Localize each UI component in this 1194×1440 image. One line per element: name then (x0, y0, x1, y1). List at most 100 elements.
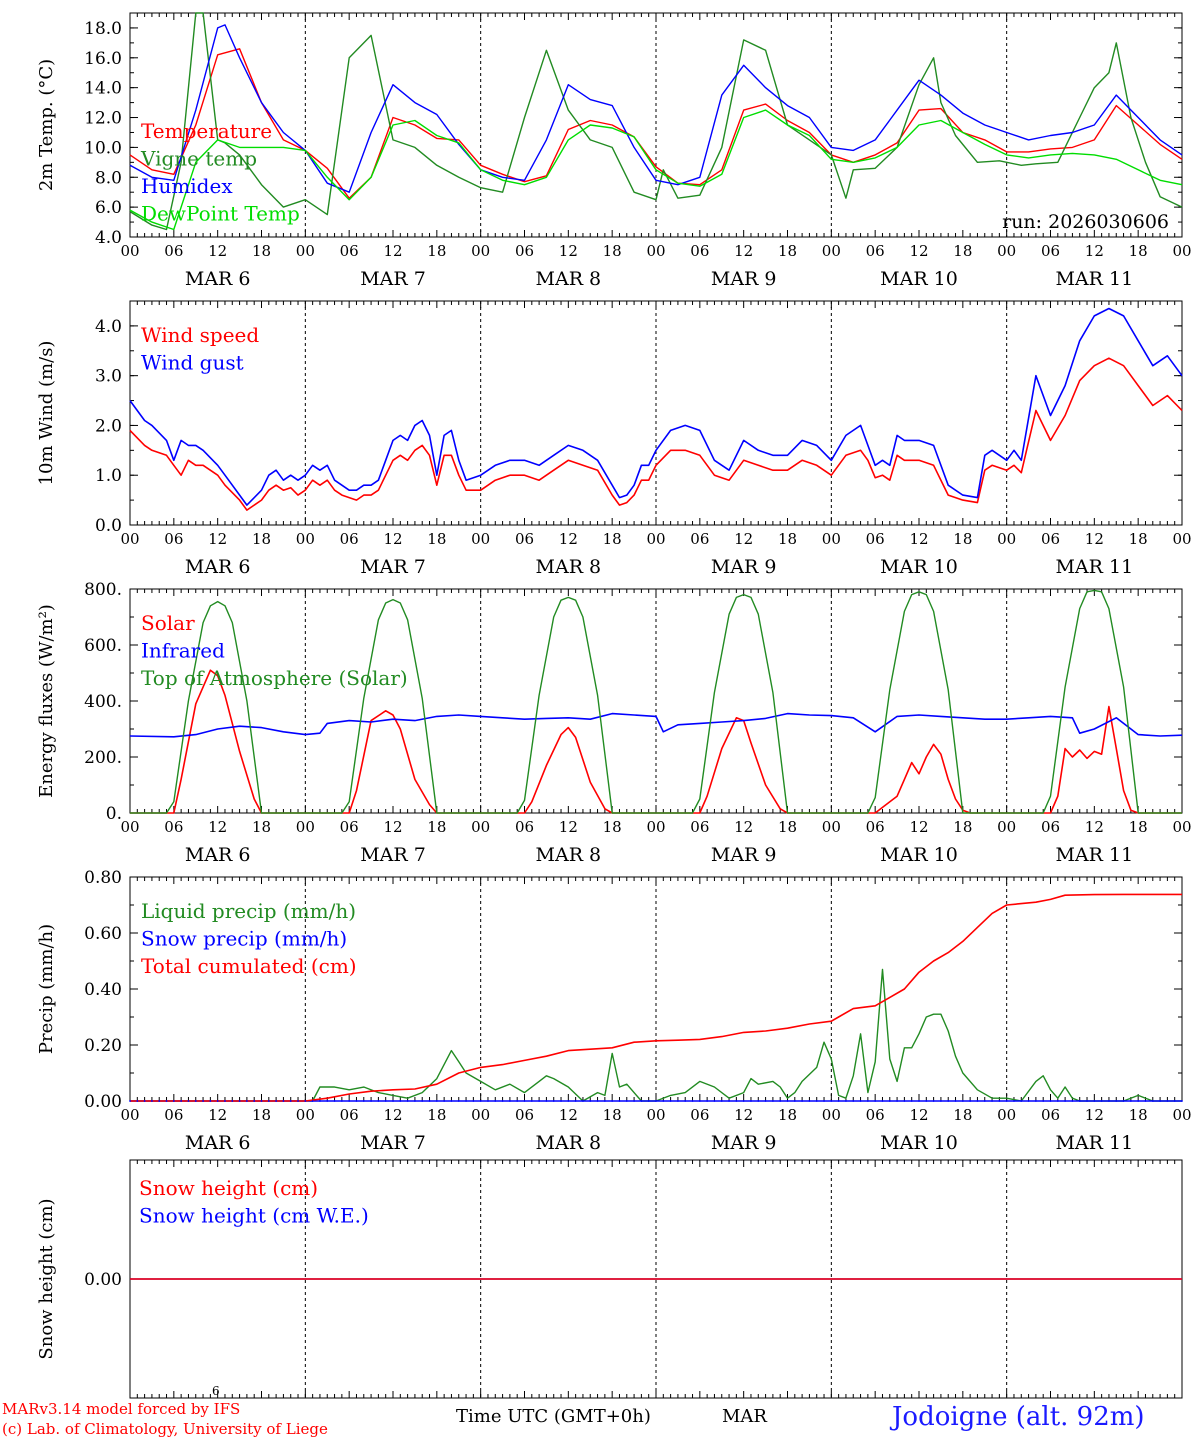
legend-entry: Total cumulated (cm) (141, 954, 357, 978)
x-day-label: MAR 7 (360, 1132, 426, 1154)
snow-precip-point (582, 1100, 584, 1102)
snow-precip-point (742, 1100, 745, 1102)
y-tick-label: 200. (84, 748, 122, 768)
x-hour-label: 00 (822, 1106, 841, 1124)
snow-precip-point (633, 1100, 635, 1102)
y-tick-label: 4.0 (95, 317, 122, 337)
snow-precip-point (728, 1100, 730, 1102)
snow-precip-point (874, 1100, 877, 1102)
legend-entry: Solar (141, 611, 195, 635)
x-hour-label: 00 (120, 1106, 139, 1124)
legend-entry: Wind speed (141, 323, 259, 347)
legend-entry: Top of Atmosphere (Solar) (141, 666, 408, 690)
station-name: Jodoigne (alt. 92m) (892, 1402, 1145, 1432)
x-day-label: MAR 7 (360, 844, 426, 866)
x-day-label: MAR 8 (536, 1132, 602, 1154)
snow-precip-point (684, 1100, 687, 1102)
x-hour-label: 18 (252, 242, 271, 260)
snow-precip-point (1027, 1100, 1030, 1102)
snow-precip-point (1137, 1100, 1140, 1102)
x-hour-label: 06 (340, 242, 359, 260)
snow-precip-point (245, 1100, 248, 1102)
snow-precip-point (757, 1100, 760, 1102)
snow-precip-point (457, 1100, 460, 1102)
x-day-label: MAR 9 (711, 844, 777, 866)
x-hour-label: 00 (646, 818, 665, 836)
snow-precip-point (779, 1100, 782, 1102)
series-humidex (129, 24, 1183, 193)
x-day-label: MAR 7 (360, 268, 426, 290)
x-hour-label: 00 (646, 1106, 665, 1124)
y-tick-label: 0.00 (84, 1270, 122, 1290)
legend-entry: Infrared (141, 639, 225, 663)
x-hour-label: 06 (866, 1106, 885, 1124)
snow-precip-point (384, 1100, 387, 1102)
plot-frame (129, 300, 1183, 526)
snow-precip-point (596, 1100, 599, 1102)
snow-precip-point (1093, 1100, 1096, 1102)
y-tick-label: 0.20 (84, 1036, 122, 1056)
x-hour-label: 06 (690, 242, 709, 260)
x-hour-label: 12 (559, 1106, 578, 1124)
x-hour-label: 00 (997, 1106, 1016, 1124)
snow-precip-point (567, 1100, 570, 1102)
model-credit-line1: MARv3.14 model forced by IFS (2, 1400, 241, 1418)
snow-precip-point (545, 1100, 548, 1102)
snow-precip-point (647, 1100, 650, 1102)
x-hour-label: 06 (164, 530, 183, 548)
legend-entry: DewPoint Temp (141, 202, 300, 226)
snow-precip-point (669, 1100, 672, 1102)
x-hour-label: 12 (734, 242, 753, 260)
series-vigne-temp (129, 12, 1183, 231)
x-hour-label: 12 (909, 530, 928, 548)
snow-precip-point (881, 1100, 884, 1102)
y-tick-label: 3.0 (95, 367, 122, 387)
x-day-label: MAR 10 (880, 556, 958, 578)
snow-precip-point (487, 1100, 489, 1102)
snow-precip-point (1042, 1100, 1045, 1102)
snow-precip-point (859, 1100, 862, 1102)
x-hour-label: 00 (822, 242, 841, 260)
x-day-label: MAR 10 (880, 1132, 958, 1154)
snow-precip-point (918, 1100, 920, 1102)
x-hour-label: 00 (471, 1106, 490, 1124)
x-day-label: MAR 6 (185, 1132, 251, 1154)
footer-day-number: 6 (212, 1384, 220, 1398)
series-total-cumulated-cm (130, 893, 1182, 1102)
snow-precip-point (808, 1100, 811, 1102)
y-axis-label: Energy fluxes (W/m²) (36, 604, 57, 798)
x-hour-label: 12 (208, 1106, 227, 1124)
snow-precip-point (1129, 1100, 1132, 1102)
x-hour-label: 18 (1129, 1106, 1148, 1124)
snow-precip-point (910, 1100, 913, 1102)
x-hour-label: 06 (1041, 242, 1060, 260)
y-tick-label: 2.0 (95, 416, 122, 436)
snow-precip-point (508, 1100, 511, 1102)
x-hour-label: 06 (164, 818, 183, 836)
snow-precip-point (815, 1100, 818, 1102)
y-axis-label: Precip (mm/h) (36, 924, 57, 1054)
snow-precip-point (494, 1100, 497, 1102)
x-day-label: MAR 6 (185, 268, 251, 290)
snow-precip-point (852, 1100, 855, 1102)
snow-precip-point (771, 1100, 774, 1102)
x-hour-label: 18 (953, 530, 972, 548)
snow-precip-point (574, 1100, 577, 1102)
legend-entry: Humidex (141, 174, 233, 198)
snow-precip-point (969, 1100, 972, 1102)
snow-precip-point (750, 1100, 752, 1102)
y-tick-label: 0.60 (84, 924, 122, 944)
x-hour-label: 00 (296, 1106, 315, 1124)
snow-precip-point (1013, 1100, 1015, 1102)
x-hour-label: 00 (646, 530, 665, 548)
snow-precip-point (180, 1100, 183, 1102)
snow-precip-point (589, 1100, 592, 1102)
snow-precip-point (954, 1100, 957, 1102)
y-tick-label: 12.0 (84, 109, 122, 129)
snow-precip-point (903, 1100, 906, 1102)
x-hour-label: 18 (427, 530, 446, 548)
snow-precip-point (538, 1100, 541, 1102)
x-hour-label: 18 (1129, 818, 1148, 836)
x-hour-label: 12 (559, 530, 578, 548)
snow-precip-point (1159, 1100, 1161, 1102)
